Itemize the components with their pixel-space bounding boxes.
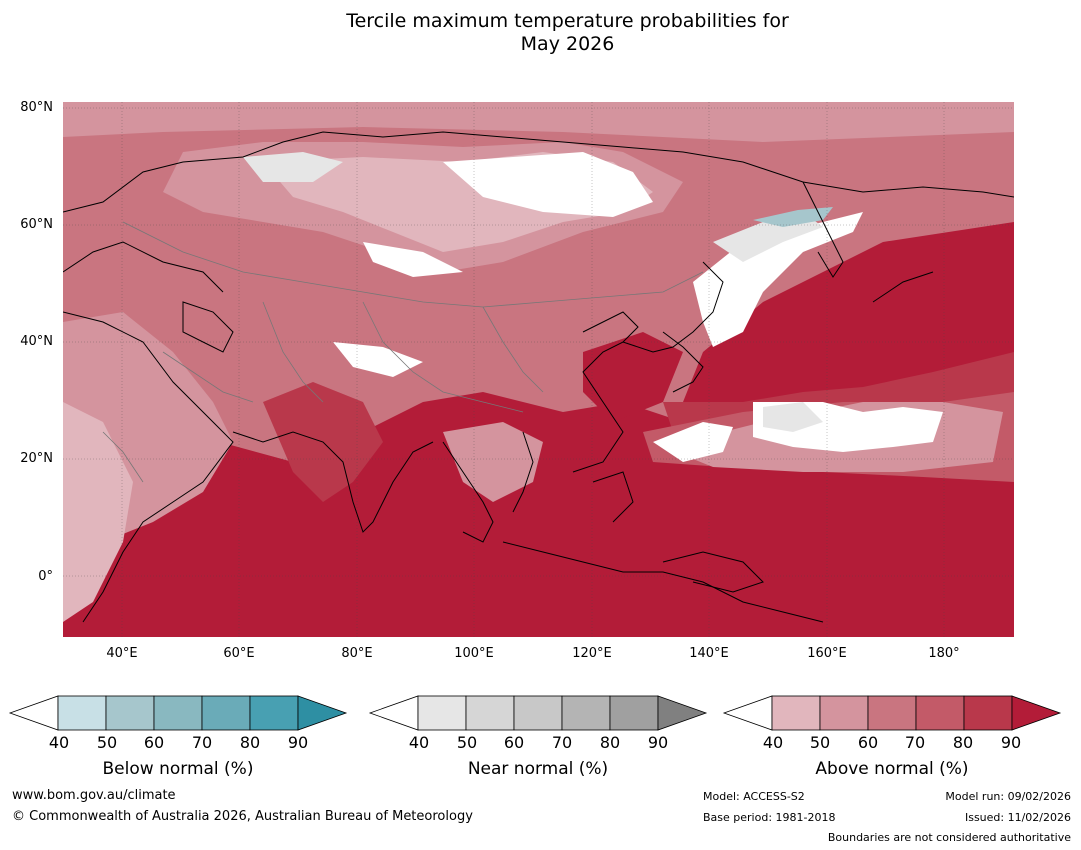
near-tick-80: 80 [599, 733, 621, 752]
colorbar-box [105, 695, 155, 731]
pacific-white-patch-1 [653, 422, 733, 462]
disclaimer-text: Boundaries are not considered authoritat… [827, 831, 1071, 844]
lon-label-100e: 100°E [454, 646, 494, 661]
below-tick-80: 80 [239, 733, 261, 752]
model-run-text: Model run: 09/02/2026 [945, 790, 1071, 803]
north-pacific-region [683, 222, 1014, 407]
below-tick-90: 90 [287, 733, 309, 752]
lon-label-180: 180° [928, 646, 960, 661]
above-tick-90: 90 [1000, 733, 1022, 752]
above-tick-80: 80 [952, 733, 974, 752]
indochina-region [443, 422, 543, 502]
coastlines [63, 131, 1014, 623]
colorbar-box [963, 695, 1013, 731]
colorbar-box [417, 695, 467, 731]
issued-text: Issued: 11/02/2026 [964, 811, 1071, 824]
lon-label-60e: 60°E [223, 646, 255, 661]
above-tick-60: 60 [857, 733, 879, 752]
title-line-1: Tercile maximum temperature probabilitie… [346, 10, 789, 32]
colorbar-box [57, 695, 107, 731]
colorbar-left-extension [8, 695, 59, 731]
lat-label-20n: 20°N [20, 451, 53, 466]
colorbar-box [609, 695, 659, 731]
colorbar-box [771, 695, 821, 731]
colorbar-box [867, 695, 917, 731]
mongolia-white [363, 242, 463, 277]
colorbar-right-extension [1011, 695, 1062, 731]
probability-map [63, 102, 1014, 637]
lat-label-60n: 60°N [20, 217, 53, 232]
colorbar-svg [722, 695, 1062, 731]
arctic-band [63, 102, 1014, 142]
below-tick-60: 60 [143, 733, 165, 752]
colorbar-right-extension [297, 695, 348, 731]
colorbar-box [561, 695, 611, 731]
colorbar-box [915, 695, 965, 731]
below-normal-patch [753, 207, 833, 227]
model-text: Model: ACCESS-S2 [703, 790, 805, 803]
above-tick-70: 70 [904, 733, 926, 752]
colorbar-box [819, 695, 869, 731]
below-normal-colorbar [8, 695, 348, 732]
near-tick-70: 70 [551, 733, 573, 752]
lat-label-80n: 80°N [20, 100, 53, 115]
below-tick-70: 70 [191, 733, 213, 752]
near-tick-40: 40 [408, 733, 430, 752]
above-tick-40: 40 [762, 733, 784, 752]
website-link[interactable]: www.bom.gov.au/climate [12, 788, 176, 803]
near-normal-title: Near normal (%) [467, 759, 609, 779]
colorbar-box [201, 695, 251, 731]
below-tick-40: 40 [48, 733, 70, 752]
lat-label-0: 0° [38, 569, 53, 584]
near-tick-50: 50 [456, 733, 478, 752]
colorbar-right-extension [657, 695, 708, 731]
above-normal-title: Above normal (%) [815, 759, 969, 779]
above-normal-colorbar [722, 695, 1062, 732]
lon-label-80e: 80°E [341, 646, 373, 661]
east-china-region [583, 332, 683, 422]
lon-label-40e: 40°E [106, 646, 138, 661]
above-tick-50: 50 [809, 733, 831, 752]
lon-label-160e: 160°E [807, 646, 847, 661]
lat-label-40n: 40°N [20, 334, 53, 349]
below-normal-title: Below normal (%) [102, 759, 254, 779]
tibet-white [333, 342, 423, 377]
near-tick-60: 60 [503, 733, 525, 752]
lon-label-140e: 140°E [689, 646, 729, 661]
country-borders [102, 221, 704, 483]
siberia-white-1 [443, 152, 653, 217]
colorbar-svg [8, 695, 348, 731]
graticule [63, 102, 1014, 637]
near-normal-colorbar [368, 695, 708, 732]
base-period-text: Base period: 1981-2018 [703, 811, 836, 824]
below-tick-50: 50 [96, 733, 118, 752]
map-title: Tercile maximum temperature probabilitie… [0, 10, 1081, 56]
siberia-grey-1 [243, 152, 343, 182]
colorbar-left-extension [368, 695, 419, 731]
colorbar-box [513, 695, 563, 731]
colorbar-svg [368, 695, 708, 731]
colorbar-box [465, 695, 515, 731]
colorbar-left-extension [722, 695, 773, 731]
pacific-grey-patch [763, 402, 823, 432]
title-line-2: May 2026 [520, 33, 615, 55]
coastal-white-band [693, 212, 863, 347]
map-canvas [63, 102, 1014, 637]
africa-band [63, 402, 133, 622]
colorbar-box [249, 695, 299, 731]
copyright-text: © Commonwealth of Australia 2026, Austra… [12, 809, 473, 824]
near-tick-90: 90 [647, 733, 669, 752]
colorbar-box [153, 695, 203, 731]
lon-label-120e: 120°E [572, 646, 612, 661]
